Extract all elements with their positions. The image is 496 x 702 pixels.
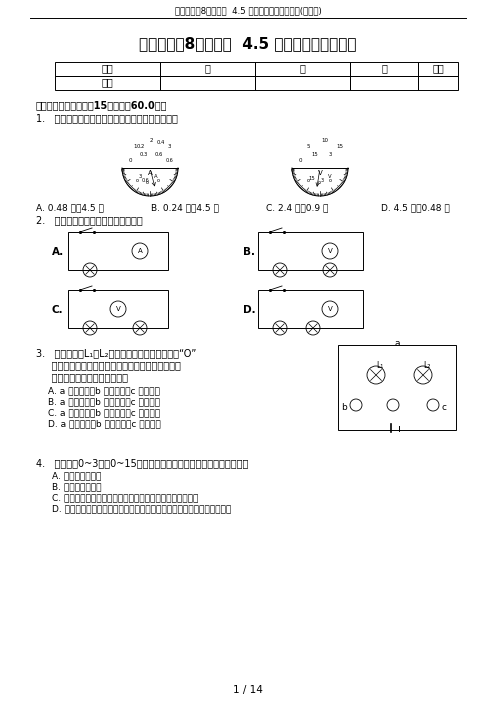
- Bar: [258, 232, 363, 270]
- Text: A: A: [154, 175, 158, 180]
- Text: A. 每次选用大量程: A. 每次选用大量程: [52, 471, 101, 480]
- Text: 2.   下列各电路图中完全无误的是（）: 2. 下列各电路图中完全无误的是（）: [36, 215, 143, 225]
- Text: 5: 5: [306, 143, 310, 149]
- Text: B. 0.24 安，4.5 伏: B. 0.24 安，4.5 伏: [151, 203, 219, 212]
- Text: 2: 2: [149, 138, 153, 143]
- Bar: [418, 62, 458, 76]
- Text: o: o: [328, 178, 331, 183]
- Text: C.: C.: [52, 305, 63, 315]
- Bar: [350, 62, 418, 76]
- Text: o: o: [307, 178, 310, 183]
- Bar: [255, 62, 350, 76]
- Text: C. 经试触后，被测电压不超过小的量程时，应选用小的量程: C. 经试触后，被测电压不超过小的量程时，应选用小的量程: [52, 493, 198, 502]
- Bar: [160, 62, 255, 76]
- Text: 0: 0: [128, 157, 132, 162]
- Text: 浙教版科学8年级上册  4.5 电压的测量同步练习: 浙教版科学8年级上册 4.5 电压的测量同步练习: [139, 36, 357, 51]
- Text: 0.6: 0.6: [166, 157, 174, 162]
- Text: V: V: [116, 306, 121, 312]
- Text: 二: 二: [300, 63, 306, 73]
- Text: 3: 3: [138, 175, 142, 180]
- Text: C. 2.4 安，0.9 伏: C. 2.4 安，0.9 伏: [266, 203, 328, 212]
- Text: 4.   电压表有0~3伏和0~15伏两个量程，下列所述的选择原则正确的是: 4. 电压表有0~3伏和0~15伏两个量程，下列所述的选择原则正确的是: [36, 458, 248, 468]
- Bar: [55, 62, 160, 76]
- Text: A. 0.48 安，4.5 伏: A. 0.48 安，4.5 伏: [36, 203, 104, 212]
- Text: 0.2: 0.2: [137, 143, 145, 149]
- Text: o: o: [145, 180, 148, 185]
- Text: 1.   如图所示，电流表和电压表的示数分别为（）。: 1. 如图所示，电流表和电压表的示数分别为（）。: [36, 113, 178, 123]
- Text: o: o: [157, 178, 160, 183]
- Bar: [338, 345, 456, 430]
- Text: a: a: [394, 339, 400, 348]
- Text: c: c: [441, 402, 446, 411]
- Text: D.: D.: [243, 305, 255, 315]
- Text: o: o: [135, 178, 138, 183]
- Bar: [255, 76, 350, 90]
- Text: 内可以连接电流表、电压表测量电路中的电流、电: 内可以连接电流表、电压表测量电路中的电流、电: [36, 360, 181, 370]
- Text: b: b: [341, 402, 347, 411]
- Text: V: V: [328, 248, 332, 254]
- Text: 15: 15: [311, 152, 318, 157]
- Bar: [350, 76, 418, 90]
- Text: B. a 为电流表，b 为电流表，c 为电流表: B. a 为电流表，b 为电流表，c 为电流表: [48, 397, 160, 406]
- Text: A.: A.: [52, 247, 64, 257]
- Text: 0.4: 0.4: [157, 140, 165, 145]
- Bar: [68, 232, 168, 270]
- Text: V: V: [317, 170, 322, 176]
- Text: 0: 0: [120, 168, 124, 173]
- Text: C. a 为电压表，b 为电流表，c 为电流表: C. a 为电压表，b 为电流表，c 为电流表: [48, 408, 160, 417]
- Text: 一: 一: [204, 63, 210, 73]
- Bar: [68, 290, 168, 328]
- Bar: [418, 76, 458, 90]
- Text: 0: 0: [290, 168, 294, 173]
- Text: 10: 10: [321, 138, 328, 143]
- Text: B.: B.: [243, 247, 255, 257]
- Text: V: V: [328, 175, 332, 180]
- Text: D. 4.5 安，0.48 伏: D. 4.5 安，0.48 伏: [381, 203, 450, 212]
- Text: 0.3: 0.3: [140, 152, 148, 157]
- Text: B. 每次选用小量程: B. 每次选用小量程: [52, 482, 102, 491]
- Text: L₂: L₂: [423, 361, 431, 370]
- Text: D. a 为电压表，b 为电压表，c 为电流表: D. a 为电压表，b 为电压表，c 为电流表: [48, 419, 161, 428]
- Text: o: o: [317, 180, 320, 185]
- Text: 15: 15: [336, 143, 344, 149]
- Text: 3.   如图所示，L₁、L₂是小灯泡，且均正常发光，“O”: 3. 如图所示，L₁、L₂是小灯泡，且均正常发光，“O”: [36, 348, 196, 358]
- Text: 1: 1: [133, 143, 137, 149]
- Text: A: A: [148, 170, 152, 176]
- Text: 0: 0: [298, 157, 302, 162]
- Text: 3: 3: [328, 152, 332, 157]
- Text: V: V: [328, 306, 332, 312]
- Text: 一、选择题（本大题內15小题，內60.0分）: 一、选择题（本大题內15小题，內60.0分）: [36, 100, 168, 110]
- Text: 得分: 得分: [102, 77, 114, 87]
- Text: L₁: L₁: [376, 361, 383, 370]
- Text: 0.6: 0.6: [142, 178, 150, 183]
- Text: A: A: [137, 248, 142, 254]
- Text: 3: 3: [320, 178, 323, 183]
- Bar: [258, 290, 363, 328]
- Bar: [55, 76, 160, 90]
- Text: A. a 为电流表，b 为电流表，c 为电压表: A. a 为电流表，b 为电流表，c 为电压表: [48, 386, 160, 395]
- Text: 1 / 14: 1 / 14: [233, 685, 263, 695]
- Bar: [160, 76, 255, 90]
- Text: 3: 3: [167, 143, 171, 149]
- Text: 浙教版科学8年级上册  4.5 电压的测量同步练习题(含解析): 浙教版科学8年级上册 4.5 电压的测量同步练习题(含解析): [175, 6, 321, 15]
- Text: 压，以下说法中正确的是（）: 压，以下说法中正确的是（）: [36, 372, 128, 382]
- Text: D. 虽管选用的量程不同，但对测量结果毫无影响，所以，量程可随意选择: D. 虽管选用的量程不同，但对测量结果毫无影响，所以，量程可随意选择: [52, 504, 231, 513]
- Text: 三: 三: [381, 63, 387, 73]
- Text: 总分: 总分: [432, 63, 444, 73]
- Text: 0.6: 0.6: [155, 152, 163, 157]
- Text: 题号: 题号: [102, 63, 114, 73]
- Text: 15: 15: [309, 176, 315, 180]
